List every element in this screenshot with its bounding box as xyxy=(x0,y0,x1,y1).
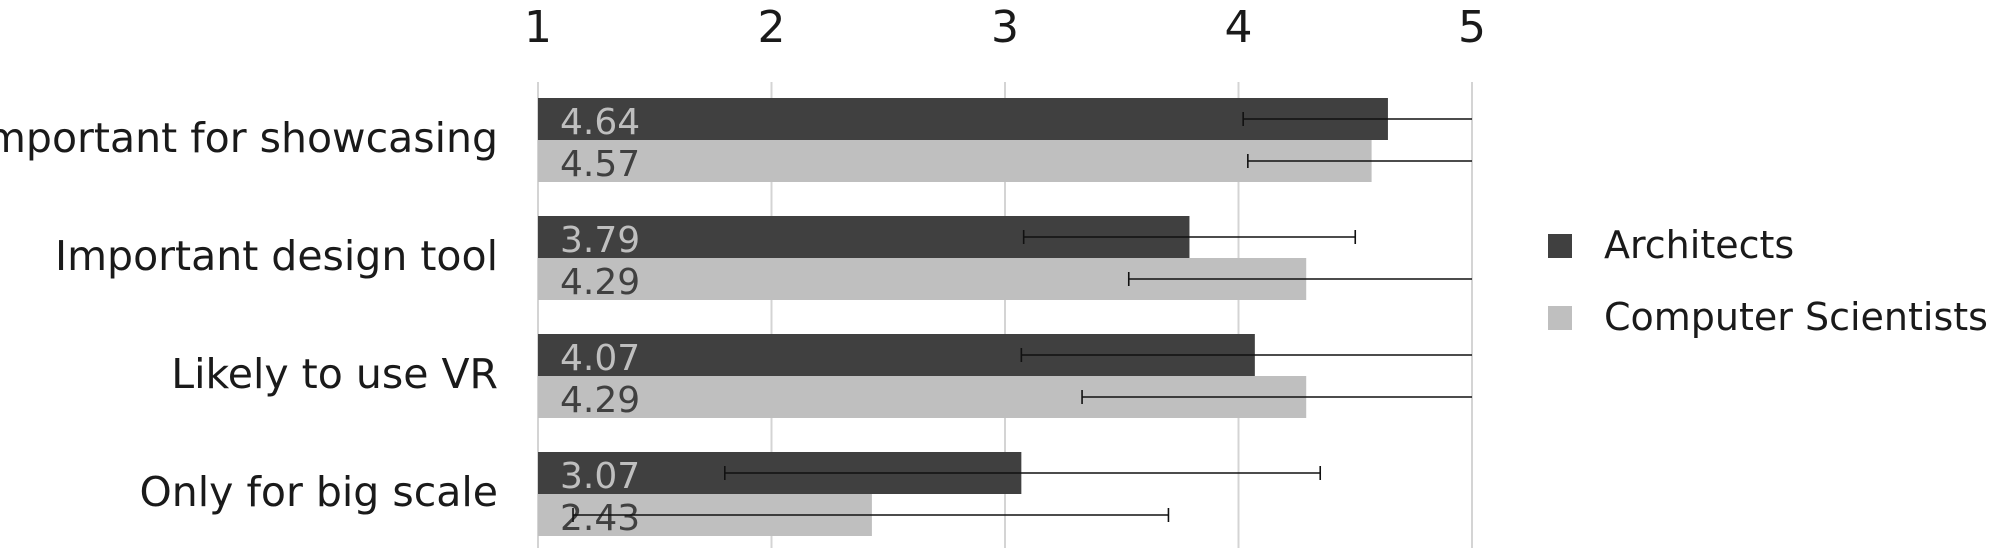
x-tick-label: 3 xyxy=(991,2,1019,53)
legend-swatch xyxy=(1548,234,1572,258)
category-label: Important for showcasing xyxy=(0,114,498,162)
x-tick-label: 4 xyxy=(1225,2,1253,53)
legend-label: Computer Scientists xyxy=(1604,295,1988,339)
bars xyxy=(538,98,1388,536)
legend-label: Architects xyxy=(1604,223,1794,267)
x-tick-label: 2 xyxy=(758,2,786,53)
category-label: Important design tool xyxy=(55,232,498,280)
category-label: Only for big scale xyxy=(140,468,498,516)
bar xyxy=(538,140,1372,182)
bar-value-label: 4.29 xyxy=(560,380,640,421)
bar-value-label: 4.57 xyxy=(560,144,640,185)
x-axis-tick-labels: 1 2 3 4 5 xyxy=(524,2,1486,53)
x-tick-label: 5 xyxy=(1458,2,1486,53)
bar-value-label: 4.07 xyxy=(560,338,640,379)
bar-value-label: 3.07 xyxy=(560,456,640,497)
bar-value-label: 2.43 xyxy=(560,498,640,539)
error-bars xyxy=(572,112,1472,522)
value-labels: 4.644.573.794.294.074.293.072.43 xyxy=(560,102,640,539)
bar-value-label: 3.79 xyxy=(560,220,640,261)
legend-swatch xyxy=(1548,306,1572,330)
x-tick-label: 1 xyxy=(524,2,552,53)
legend: Architects Computer Scientists xyxy=(1548,223,1988,339)
category-labels: Important for showcasing Important design… xyxy=(0,114,498,516)
bar-value-label: 4.64 xyxy=(560,102,640,143)
category-label: Likely to use VR xyxy=(171,350,498,398)
bar-value-label: 4.29 xyxy=(560,262,640,303)
